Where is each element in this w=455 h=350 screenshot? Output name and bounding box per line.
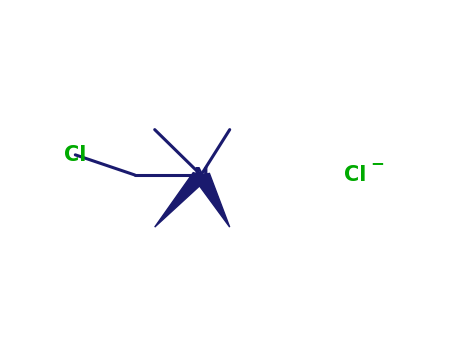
Text: −: − bbox=[370, 154, 384, 172]
Text: N: N bbox=[193, 166, 208, 184]
Text: Cl: Cl bbox=[64, 145, 86, 165]
Polygon shape bbox=[155, 173, 209, 227]
Polygon shape bbox=[192, 173, 230, 227]
Text: Cl: Cl bbox=[344, 165, 367, 185]
